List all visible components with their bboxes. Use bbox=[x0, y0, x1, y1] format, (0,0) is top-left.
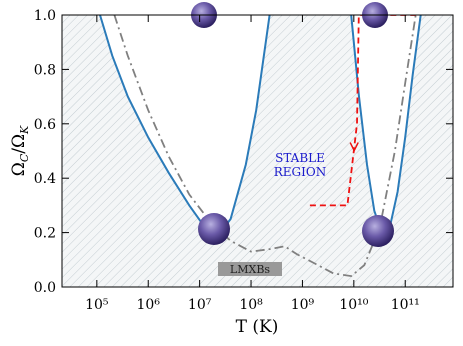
y-label-part: C bbox=[18, 153, 31, 162]
annotation: STABLE bbox=[275, 151, 325, 165]
annotation: LMXBs bbox=[230, 263, 270, 276]
y-label-part: Ω bbox=[9, 162, 29, 176]
y-axis-label: ΩC/ΩK bbox=[9, 125, 31, 176]
y-tick-label: 0.0 bbox=[34, 280, 56, 296]
direction-arrow bbox=[349, 142, 359, 153]
y-tick-label: 1.0 bbox=[34, 8, 56, 24]
x-tick-label: 10¹¹ bbox=[391, 297, 420, 313]
x-tick-label: 10⁵ bbox=[85, 297, 109, 313]
y-tick-label: 0.8 bbox=[34, 62, 56, 78]
x-tick-label: 10⁹ bbox=[291, 297, 315, 313]
x-tick-label: 10¹⁰ bbox=[339, 297, 368, 313]
planet-icon bbox=[198, 213, 230, 245]
stable-fill bbox=[100, 15, 270, 238]
plot-frame bbox=[61, 14, 454, 288]
y-label-part: K bbox=[18, 125, 31, 135]
x-tick-label: 10⁶ bbox=[137, 297, 161, 313]
annotation-box bbox=[218, 262, 282, 276]
stable-fill bbox=[351, 15, 421, 233]
series-line bbox=[99, 15, 271, 240]
y-label-part: /Ω bbox=[9, 134, 29, 154]
planet-icon bbox=[362, 215, 394, 247]
y-tick-label: 0.6 bbox=[34, 117, 56, 133]
y-tick-label: 0.4 bbox=[34, 171, 56, 187]
x-axis-label: T (K) bbox=[236, 317, 279, 337]
x-tick-label: 10⁷ bbox=[188, 297, 212, 313]
y-tick-label: 0.2 bbox=[34, 226, 56, 242]
annotation: REGION bbox=[274, 165, 326, 179]
series-line bbox=[309, 15, 416, 207]
x-tick-label: 10⁸ bbox=[239, 297, 263, 313]
